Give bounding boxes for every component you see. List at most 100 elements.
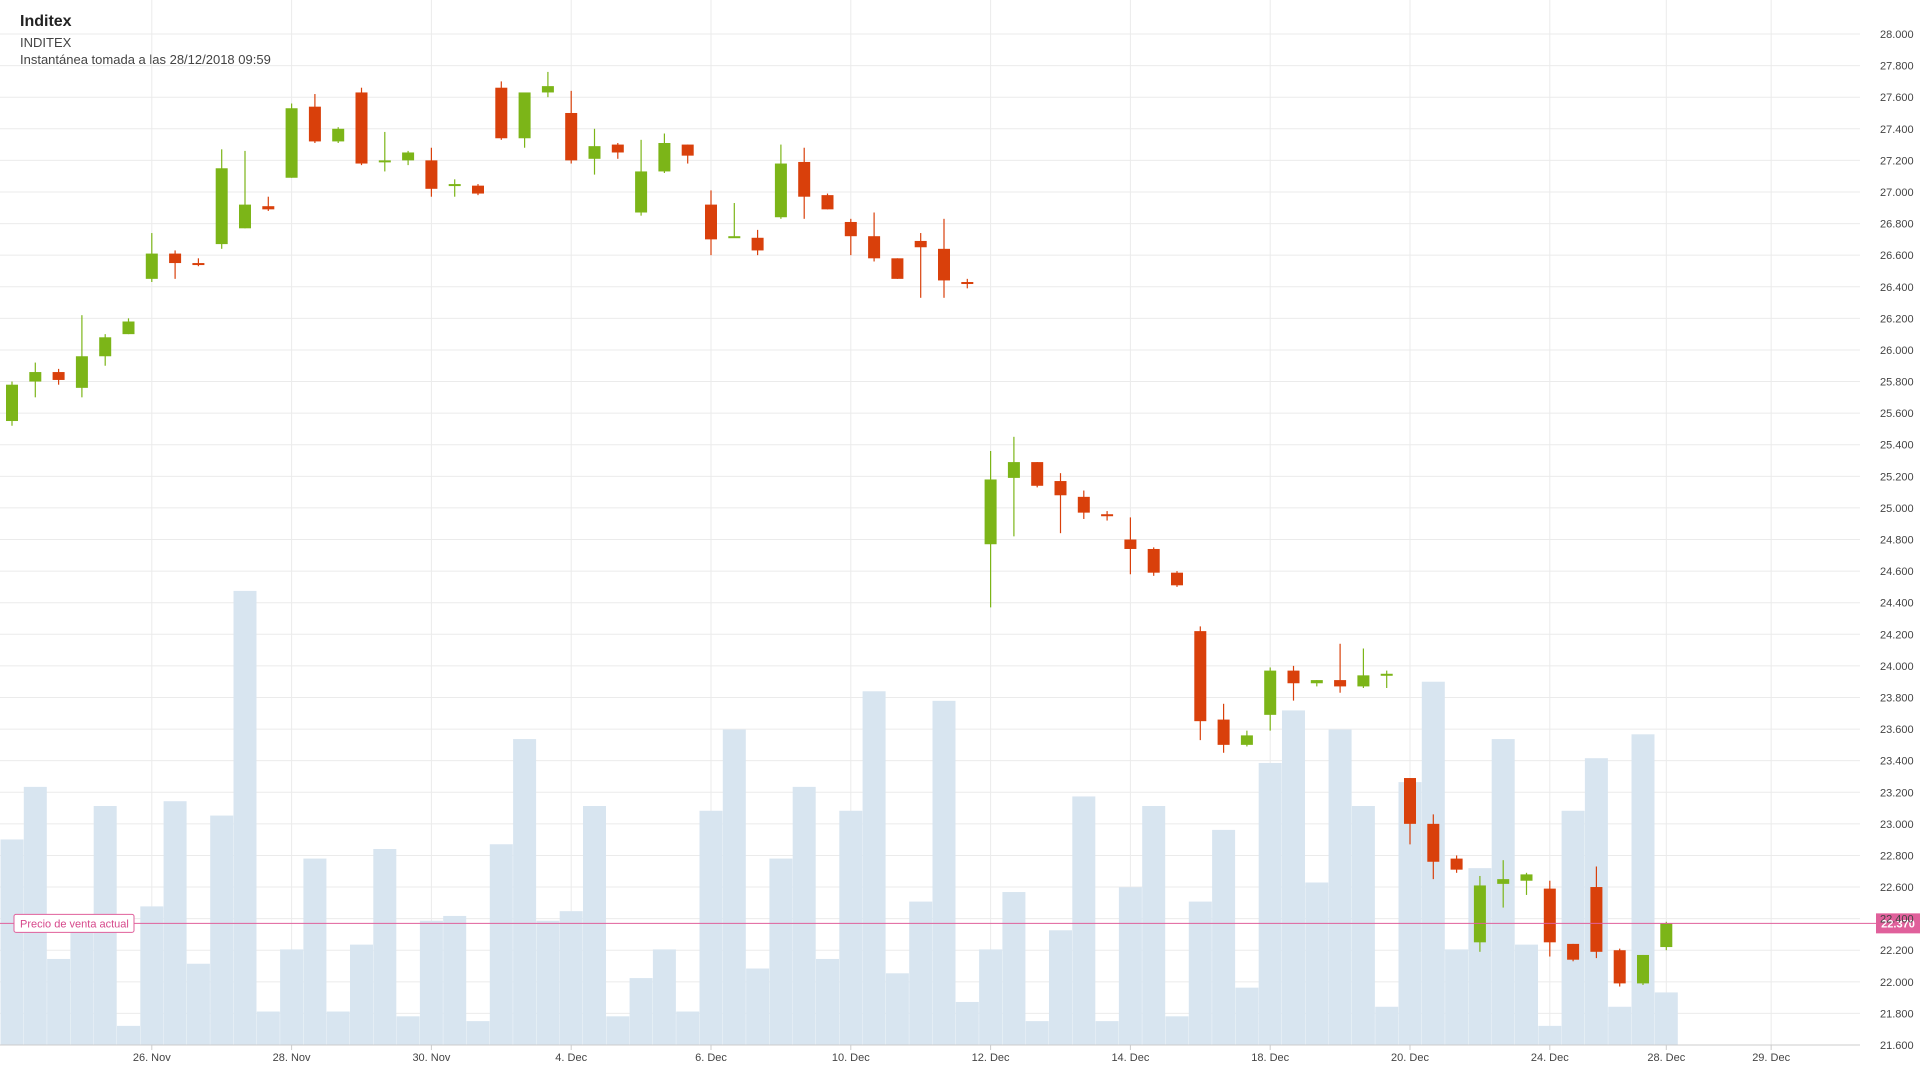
y-axis: 28.000 27.800 27.600 27.400 27.200 27.000 26.8… xyxy=(1880,29,1914,1052)
volume-bar xyxy=(1608,1006,1632,1045)
candle-up xyxy=(402,150,415,166)
candle-up xyxy=(145,233,158,283)
candle-up xyxy=(518,92,531,148)
candle-down xyxy=(961,278,974,289)
candle-body xyxy=(518,92,531,139)
candle-body xyxy=(192,263,205,266)
candle-body xyxy=(1473,885,1486,943)
candle-body xyxy=(1450,858,1463,870)
candle-down xyxy=(611,142,624,159)
volume-bar xyxy=(117,1025,140,1045)
candle-body xyxy=(1334,680,1347,687)
y-tick-label: 23.600 xyxy=(1880,724,1914,736)
volume-bar xyxy=(1561,810,1585,1045)
candle-body xyxy=(1101,514,1114,517)
candle-up xyxy=(658,133,671,174)
volume-bar xyxy=(210,815,234,1045)
candle-up xyxy=(728,203,741,239)
candle-down xyxy=(1194,626,1207,741)
candle-down xyxy=(1334,643,1347,693)
candle-down xyxy=(914,233,927,298)
candle-up xyxy=(215,149,228,249)
candle-down xyxy=(1590,866,1603,959)
candle-body xyxy=(774,163,787,218)
candle-body xyxy=(541,86,554,93)
candle-body xyxy=(215,168,228,245)
current-price-line: Precio de venta actual 22.370 xyxy=(0,913,1920,934)
candle-body xyxy=(285,108,298,178)
volume-bar xyxy=(350,944,373,1045)
y-tick-label: 22.600 xyxy=(1880,882,1914,894)
volume-bar xyxy=(1328,729,1352,1045)
x-tick-label: 28. Dec xyxy=(1647,1052,1685,1064)
candle-body xyxy=(1007,462,1020,478)
y-tick-label: 21.800 xyxy=(1880,1008,1914,1020)
candle-up xyxy=(448,179,461,197)
candle-down xyxy=(1613,948,1626,987)
candle-body xyxy=(1660,923,1673,948)
volume-bar xyxy=(186,963,210,1045)
volume-bar xyxy=(1095,1021,1119,1045)
candle-down xyxy=(1147,547,1160,576)
candle-body xyxy=(1124,539,1137,549)
candle-up xyxy=(75,315,88,398)
volume-bar xyxy=(629,978,653,1045)
volume-bar xyxy=(1631,734,1655,1045)
candle-down xyxy=(938,218,950,298)
candle-up xyxy=(99,334,112,366)
x-tick-label: 14. Dec xyxy=(1111,1052,1149,1064)
volume-bar xyxy=(1351,806,1375,1045)
volume-bar xyxy=(792,786,816,1045)
candle-down xyxy=(169,250,182,279)
candle-up xyxy=(1473,875,1486,952)
volume-bar xyxy=(280,949,304,1045)
candle-up xyxy=(1380,670,1393,688)
candle-down xyxy=(821,193,834,210)
y-tick-label: 26.800 xyxy=(1880,219,1914,231)
volume-bar xyxy=(1049,930,1072,1045)
candle-body xyxy=(658,142,671,172)
current-price-value: 22.370 xyxy=(1881,918,1915,930)
candle-body xyxy=(938,248,950,281)
current-price-caption-box xyxy=(13,913,135,933)
candle-body xyxy=(1427,823,1440,862)
candle-down xyxy=(1287,665,1300,701)
candle-up xyxy=(1240,730,1253,747)
candle-down xyxy=(1217,703,1230,753)
candle-down xyxy=(1124,517,1137,575)
x-tick-label: 12. Dec xyxy=(972,1052,1010,1064)
volume-bar xyxy=(1025,1021,1049,1045)
y-tick-label: 23.800 xyxy=(1880,692,1914,704)
instrument-symbol: INDITEX xyxy=(20,35,72,50)
current-price-tag xyxy=(1876,913,1920,934)
volume-bar xyxy=(0,839,24,1045)
candle-down xyxy=(1101,511,1114,521)
candle-body xyxy=(1147,548,1160,573)
y-tick-label: 24.400 xyxy=(1880,598,1914,610)
y-tick-label: 25.800 xyxy=(1880,377,1914,389)
candle-down xyxy=(681,144,694,164)
candle-down xyxy=(1450,855,1463,873)
volume-bar xyxy=(722,729,746,1045)
volume-bar xyxy=(466,1021,490,1045)
candle-body xyxy=(1264,670,1277,715)
candle-body xyxy=(821,195,834,210)
candle-up xyxy=(1007,436,1020,537)
y-tick-label: 27.000 xyxy=(1880,187,1914,199)
volume-bar xyxy=(1002,892,1026,1045)
candle-up xyxy=(1637,954,1649,985)
x-tick-label: 26. Nov xyxy=(133,1052,171,1064)
volume-bar xyxy=(1445,949,1469,1045)
candle-body xyxy=(239,204,251,229)
candles xyxy=(6,71,1673,987)
candle-up xyxy=(774,144,787,219)
volume-bar xyxy=(513,739,537,1045)
candle-body xyxy=(355,92,368,164)
x-tick-label: 4. Dec xyxy=(555,1052,587,1064)
y-tick-label: 25.600 xyxy=(1880,408,1914,420)
volume-bar xyxy=(489,844,513,1045)
candle-body xyxy=(1054,481,1067,496)
candle-down xyxy=(1031,462,1044,488)
candle-down xyxy=(1077,490,1090,519)
